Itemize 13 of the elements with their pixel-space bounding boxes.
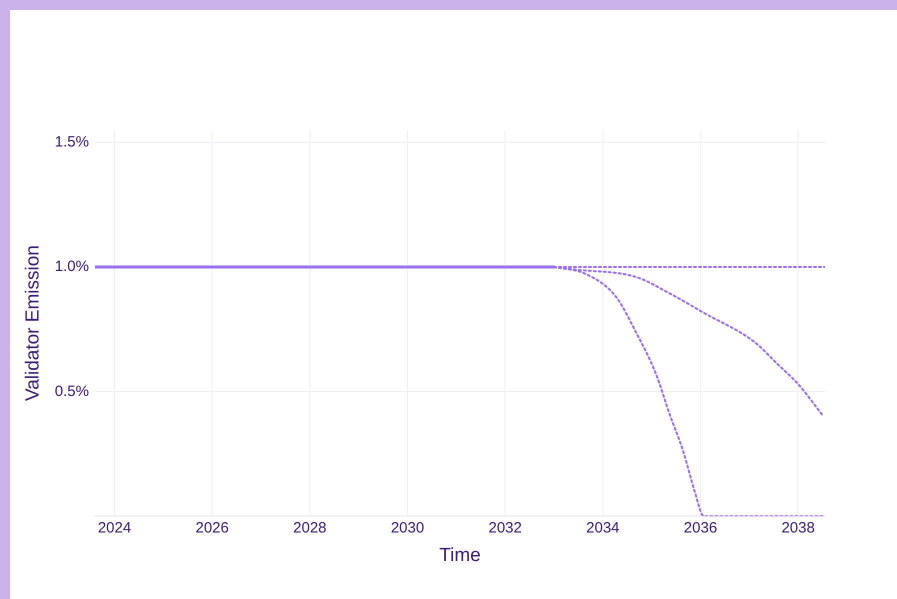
x-tick-label: 2032	[488, 519, 522, 536]
x-tick-label: 2030	[390, 519, 424, 536]
x-tick-label: 2036	[684, 519, 718, 536]
x-tick-label: 2024	[98, 519, 132, 536]
x-tick-label: 2034	[586, 519, 620, 536]
y-tick-label: 0.5%	[54, 382, 89, 400]
y-axis-title: Validator Emission	[22, 245, 44, 402]
x-tick-label: 2038	[781, 519, 815, 536]
x-tick-label: 2026	[195, 519, 229, 536]
y-tick-label: 1.5%	[54, 134, 89, 151]
x-tick-label: 2028	[293, 519, 327, 536]
x-axis-title: Time	[439, 544, 481, 566]
y-tick-label: 1.0%	[54, 258, 89, 276]
